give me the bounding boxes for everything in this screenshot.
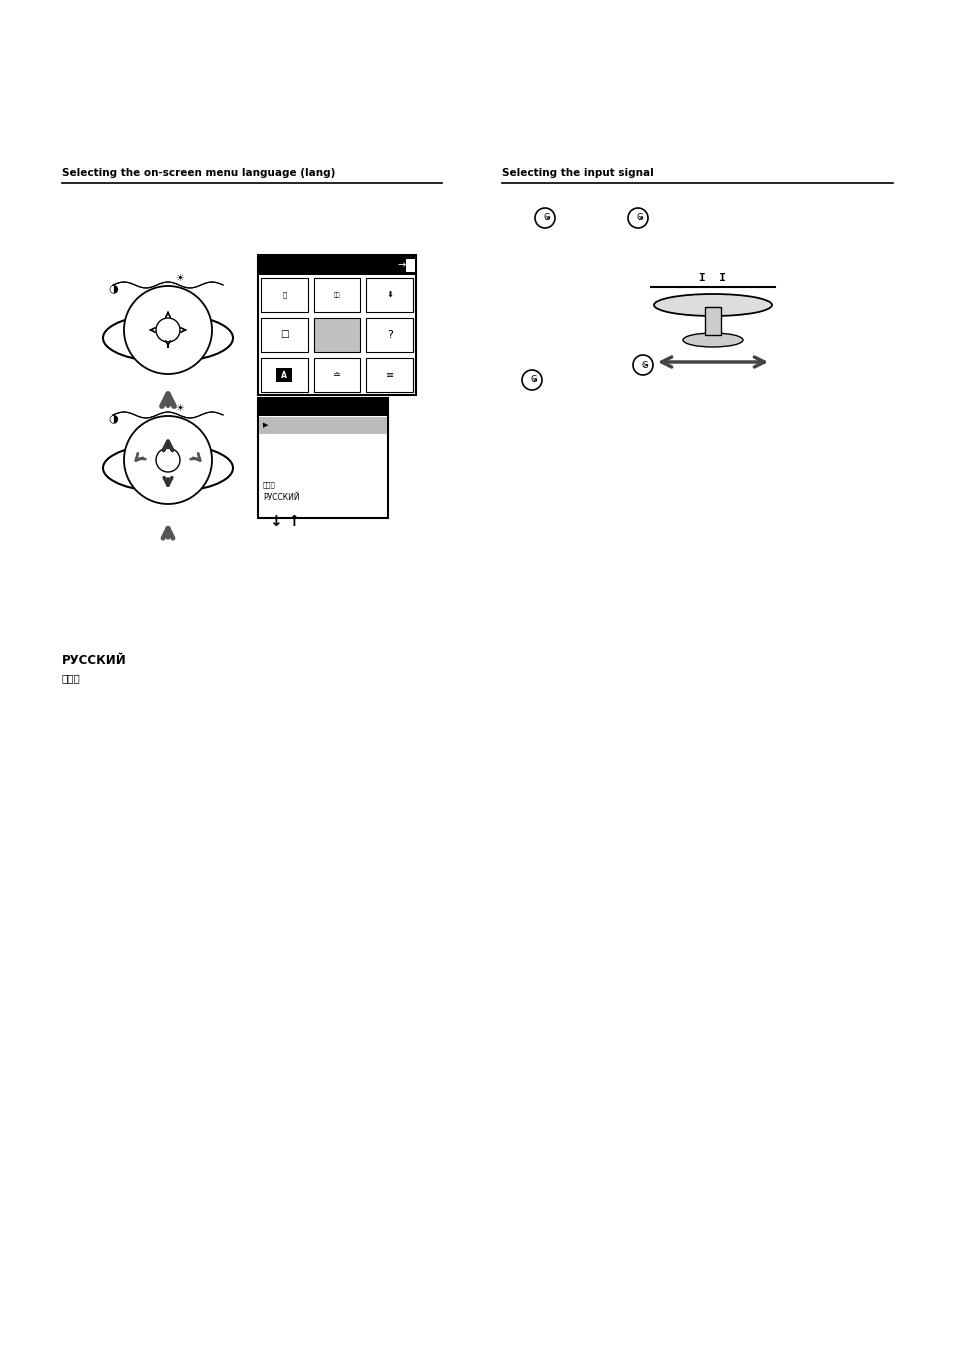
Text: РУССКИЙ: РУССКИЙ xyxy=(62,654,127,666)
Bar xyxy=(261,278,308,312)
Text: ⬇: ⬇ xyxy=(386,290,393,300)
Text: I  I: I I xyxy=(699,273,726,282)
Bar xyxy=(314,317,360,353)
Bar xyxy=(366,358,413,392)
Text: Selecting the input signal: Selecting the input signal xyxy=(501,168,653,178)
Text: ◑: ◑ xyxy=(108,282,118,293)
Text: ≡: ≡ xyxy=(385,370,394,380)
Text: ☀: ☀ xyxy=(175,273,184,282)
Bar xyxy=(314,278,360,312)
Text: ▶: ▶ xyxy=(263,422,268,428)
Text: ☐: ☐ xyxy=(279,330,289,340)
Text: ☀: ☀ xyxy=(175,403,184,413)
Circle shape xyxy=(156,317,180,342)
Text: ◑: ◑ xyxy=(108,413,118,423)
Text: ?: ? xyxy=(386,330,393,340)
Text: A: A xyxy=(274,409,281,419)
Text: G: G xyxy=(530,376,537,385)
Bar xyxy=(366,317,413,353)
Bar xyxy=(261,358,308,392)
Bar xyxy=(257,255,416,276)
Text: ↓ ↑: ↓ ↑ xyxy=(270,515,300,530)
Text: 日本語: 日本語 xyxy=(263,482,275,488)
Text: ⬜⬜: ⬜⬜ xyxy=(334,292,340,297)
Text: A: A xyxy=(281,370,287,380)
Bar xyxy=(257,399,388,416)
Ellipse shape xyxy=(103,444,233,492)
Circle shape xyxy=(156,449,180,471)
Ellipse shape xyxy=(103,313,233,362)
Text: 日本語: 日本語 xyxy=(62,673,81,684)
Bar xyxy=(257,399,388,517)
Ellipse shape xyxy=(682,332,742,347)
Circle shape xyxy=(124,416,212,504)
Text: Selecting the on-screen menu language (lang): Selecting the on-screen menu language (l… xyxy=(62,168,335,178)
Text: G: G xyxy=(543,213,550,223)
Bar xyxy=(257,255,416,394)
Bar xyxy=(258,417,387,434)
Text: G: G xyxy=(636,213,642,223)
Text: ⬛: ⬛ xyxy=(282,292,286,299)
Bar xyxy=(270,407,286,422)
Text: РУССКИЙ: РУССКИЙ xyxy=(263,493,299,503)
Bar xyxy=(276,367,292,382)
Text: G: G xyxy=(641,361,648,370)
Text: →: → xyxy=(397,259,406,270)
Bar xyxy=(314,358,360,392)
Circle shape xyxy=(124,286,212,374)
Bar xyxy=(704,307,720,335)
Bar xyxy=(406,259,415,272)
Bar xyxy=(366,278,413,312)
Ellipse shape xyxy=(654,295,771,316)
Bar xyxy=(261,317,308,353)
Text: ≐: ≐ xyxy=(333,370,341,380)
